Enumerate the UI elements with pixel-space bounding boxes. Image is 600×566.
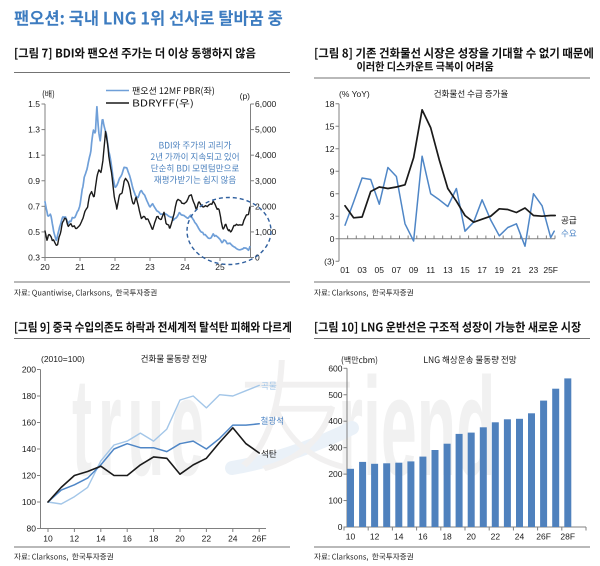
svg-text:6,000: 6,000 xyxy=(255,99,277,109)
svg-text:21: 21 xyxy=(75,262,85,272)
svg-text:80: 80 xyxy=(27,524,37,534)
svg-text:10: 10 xyxy=(346,532,356,542)
svg-text:01: 01 xyxy=(340,265,350,275)
svg-text:9: 9 xyxy=(330,166,335,176)
svg-text:600: 600 xyxy=(328,363,342,373)
svg-text:26F: 26F xyxy=(536,532,551,542)
svg-text:24: 24 xyxy=(180,262,190,272)
svg-text:3: 3 xyxy=(330,211,335,221)
svg-text:12: 12 xyxy=(370,532,380,542)
svg-text:300: 300 xyxy=(328,443,342,453)
svg-text:1.5: 1.5 xyxy=(28,99,40,109)
svg-text:180: 180 xyxy=(22,391,36,401)
svg-text:true: true xyxy=(72,348,210,505)
svg-text:12: 12 xyxy=(70,534,80,544)
svg-text:15: 15 xyxy=(325,121,335,131)
svg-text:140: 140 xyxy=(22,444,36,454)
svg-text:14: 14 xyxy=(394,532,404,542)
svg-text:(p): (p) xyxy=(240,91,251,101)
svg-text:21: 21 xyxy=(512,265,522,275)
svg-text:5,000: 5,000 xyxy=(255,125,277,135)
svg-text:500: 500 xyxy=(328,390,342,400)
svg-text:16: 16 xyxy=(418,532,428,542)
svg-text:20: 20 xyxy=(466,532,476,542)
svg-text:1.1: 1.1 xyxy=(28,150,40,160)
svg-text:05: 05 xyxy=(375,265,385,275)
svg-text:25: 25 xyxy=(215,262,225,272)
svg-text:120: 120 xyxy=(22,471,36,481)
svg-text:18: 18 xyxy=(442,532,452,542)
svg-text:0: 0 xyxy=(338,522,343,532)
svg-text:16: 16 xyxy=(122,534,132,544)
svg-text:11: 11 xyxy=(426,265,435,275)
svg-text:13: 13 xyxy=(443,265,453,275)
svg-text:24: 24 xyxy=(515,532,525,542)
svg-text:09: 09 xyxy=(409,265,419,275)
svg-text:(% YoY): (% YoY) xyxy=(339,89,370,99)
svg-text:07: 07 xyxy=(392,265,402,275)
svg-text:20: 20 xyxy=(40,262,50,272)
svg-text:24: 24 xyxy=(228,534,238,544)
svg-text:20: 20 xyxy=(175,534,185,544)
svg-text:22: 22 xyxy=(110,262,120,272)
svg-text:23: 23 xyxy=(145,262,155,272)
svg-text:0.7: 0.7 xyxy=(28,201,40,211)
svg-text:22: 22 xyxy=(491,532,501,542)
svg-text:200: 200 xyxy=(328,469,342,479)
svg-text:1,000: 1,000 xyxy=(255,227,277,237)
svg-text:15: 15 xyxy=(460,265,470,275)
svg-text:18: 18 xyxy=(149,534,159,544)
svg-text:18: 18 xyxy=(325,99,335,109)
svg-text:12: 12 xyxy=(325,144,335,154)
svg-text:3,000: 3,000 xyxy=(255,176,277,186)
svg-text:0.3: 0.3 xyxy=(28,253,40,263)
svg-text:10: 10 xyxy=(43,534,53,544)
svg-text:28F: 28F xyxy=(560,532,575,542)
svg-text:17: 17 xyxy=(477,265,487,275)
svg-text:22: 22 xyxy=(202,534,212,544)
svg-text:100: 100 xyxy=(22,497,36,507)
svg-text:0.5: 0.5 xyxy=(28,227,40,237)
svg-text:4,000: 4,000 xyxy=(255,150,277,160)
svg-text:6: 6 xyxy=(330,189,335,199)
svg-text:0: 0 xyxy=(330,234,335,244)
svg-text:19: 19 xyxy=(495,265,505,275)
svg-text:23: 23 xyxy=(529,265,539,275)
svg-text:100: 100 xyxy=(328,496,342,506)
svg-text:1.3: 1.3 xyxy=(28,125,40,135)
svg-text:2,000: 2,000 xyxy=(255,201,277,211)
svg-text:400: 400 xyxy=(328,416,342,426)
svg-text:(2010=100): (2010=100) xyxy=(41,354,85,364)
svg-text:25F: 25F xyxy=(543,265,558,275)
svg-text:03: 03 xyxy=(357,265,367,275)
svg-text:14: 14 xyxy=(96,534,106,544)
svg-text:0: 0 xyxy=(255,253,260,263)
svg-text:(3): (3) xyxy=(324,256,335,266)
svg-text:200: 200 xyxy=(22,365,36,375)
svg-text:26F: 26F xyxy=(252,534,267,544)
svg-text:160: 160 xyxy=(22,418,36,428)
svg-text:0.9: 0.9 xyxy=(28,176,40,186)
